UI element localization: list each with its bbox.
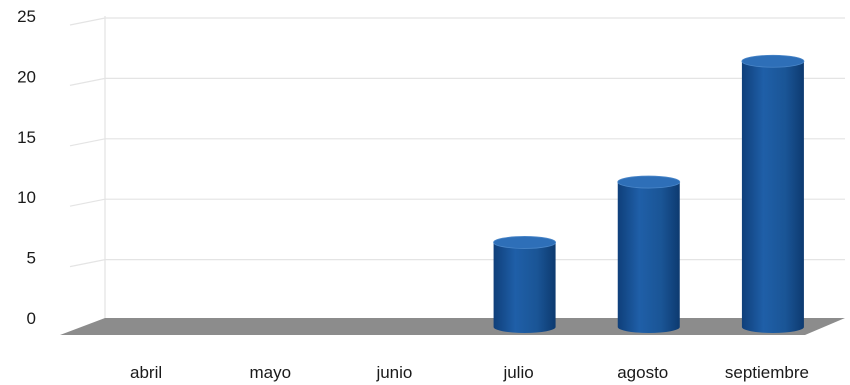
bar	[741, 54, 805, 334]
chart-floor	[60, 318, 845, 335]
bar-body	[493, 242, 556, 333]
x-tick-label: julio	[502, 363, 533, 382]
y-tick-label: 15	[17, 128, 36, 147]
gridline-side	[69, 259, 106, 268]
y-axis-ticks: 0 5 10 15 20 25	[17, 7, 36, 328]
y-tick-label: 0	[27, 309, 36, 328]
x-axis-ticks: abril mayo junio julio agosto septiembre	[130, 363, 809, 382]
bar-body	[741, 61, 804, 334]
gridlines	[69, 16, 845, 320]
x-tick-label: junio	[375, 363, 412, 382]
x-tick-label: agosto	[617, 363, 668, 382]
gridline-side	[69, 198, 106, 207]
gridline-side	[69, 138, 106, 147]
gridline-side	[69, 77, 106, 86]
y-tick-label: 10	[17, 188, 36, 207]
x-tick-label: mayo	[249, 363, 291, 382]
bar-top	[741, 54, 805, 68]
y-tick-label: 20	[17, 67, 36, 86]
bar	[617, 175, 681, 333]
floor-plane	[60, 318, 845, 335]
bar-body	[617, 182, 680, 333]
x-tick-label: abril	[130, 363, 162, 382]
bar	[493, 236, 556, 333]
y-tick-label: 25	[17, 7, 36, 26]
x-tick-label: septiembre	[725, 363, 809, 382]
gridline-side	[69, 17, 106, 26]
bar-top	[493, 236, 556, 249]
bars	[493, 54, 805, 334]
bar-top	[617, 175, 681, 189]
y-tick-label: 5	[27, 249, 36, 268]
